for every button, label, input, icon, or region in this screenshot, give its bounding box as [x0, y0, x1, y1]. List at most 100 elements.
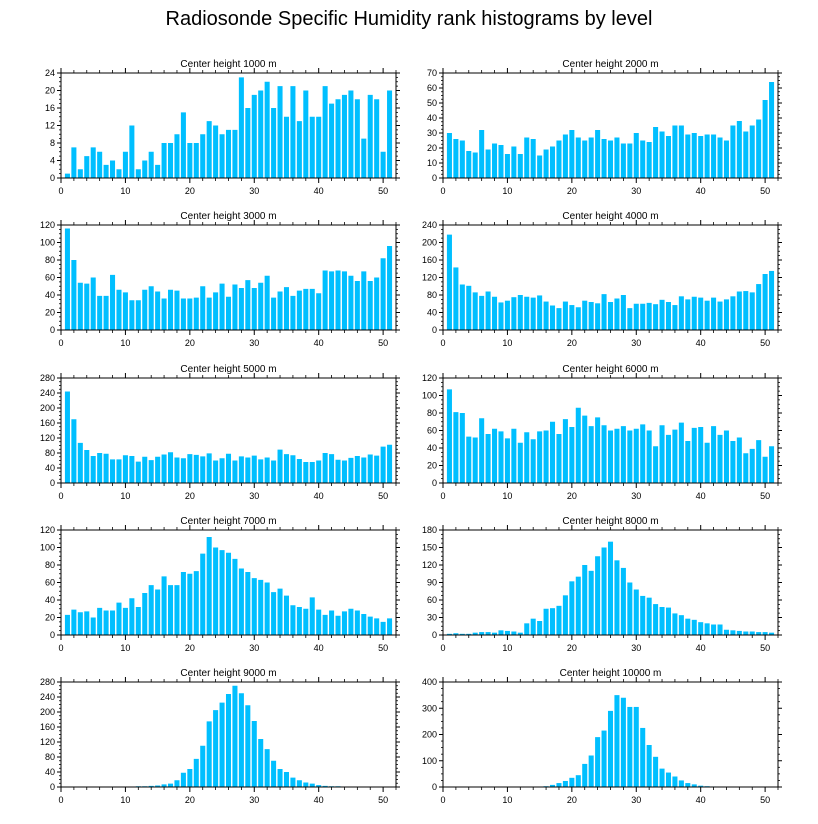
panel-title: Center height 9000 m [180, 668, 276, 679]
bar [511, 297, 517, 330]
y-tick-label: 400 [422, 677, 437, 687]
y-tick-label: 40 [427, 443, 437, 453]
bar [472, 292, 478, 330]
bar [129, 300, 135, 330]
x-tick-label: 10 [120, 643, 130, 653]
bar [264, 81, 270, 178]
bar [309, 288, 315, 330]
bar [588, 426, 594, 483]
bar [627, 706, 633, 787]
bar [543, 301, 549, 330]
histogram-panel-2: Center height 2000 m 0 10 20 30 40 50 60 70 0 10 20… [427, 59, 782, 196]
bar [367, 616, 373, 635]
bar [174, 290, 180, 330]
y-tick-label: 20 [427, 143, 437, 153]
bar [575, 407, 581, 483]
y-tick-label: 20 [45, 86, 55, 96]
bar [122, 292, 128, 330]
bar [258, 579, 264, 635]
bar [575, 775, 581, 787]
bar [698, 136, 704, 178]
bar [659, 425, 665, 483]
bar [219, 458, 225, 483]
panel-title: Center height 8000 m [562, 516, 658, 527]
x-tick-label: 30 [631, 186, 641, 196]
bar [556, 140, 562, 178]
bar [271, 460, 277, 483]
bar [665, 136, 672, 178]
bar [290, 605, 296, 635]
bar [479, 130, 485, 178]
bar [303, 608, 309, 635]
bar [543, 149, 549, 178]
bar [717, 434, 723, 483]
bar [446, 389, 452, 483]
bar [103, 610, 109, 635]
bar [704, 300, 710, 330]
bar [698, 297, 704, 330]
bar [155, 456, 161, 483]
x-tick-label: 10 [502, 643, 512, 653]
bar [303, 288, 309, 330]
bar [646, 302, 652, 330]
y-tick-label: 0 [432, 173, 437, 183]
bar [672, 613, 678, 635]
y-tick-label: 20 [45, 308, 55, 318]
bar [361, 271, 367, 330]
bar [296, 121, 302, 178]
bar [640, 424, 646, 483]
x-tick-label: 30 [249, 643, 259, 653]
bar [283, 772, 290, 787]
bar [569, 777, 575, 787]
bar [511, 631, 517, 635]
bar [685, 134, 691, 178]
bar [582, 140, 588, 178]
y-tick-label: 120 [40, 737, 55, 747]
bar [659, 607, 665, 635]
y-tick-label: 60 [45, 578, 55, 588]
bar [653, 756, 659, 787]
bar [193, 454, 199, 483]
bar [387, 618, 393, 635]
bar [607, 541, 614, 635]
bar [103, 453, 109, 483]
bar [627, 430, 633, 483]
bar [187, 143, 193, 178]
bar [459, 140, 465, 178]
y-tick-label: 180 [422, 525, 437, 535]
bar [361, 138, 367, 178]
bar [569, 305, 575, 330]
bar [129, 125, 135, 178]
bar [556, 434, 562, 483]
x-tick-label: 50 [760, 338, 770, 348]
bar [549, 784, 556, 787]
bar [277, 86, 283, 178]
bar [341, 611, 347, 635]
bar [595, 737, 601, 787]
bar [453, 139, 459, 178]
bar [187, 298, 193, 330]
bar [97, 453, 103, 483]
bar [155, 589, 161, 635]
bar [64, 614, 70, 635]
bar [387, 90, 393, 178]
bar [756, 284, 762, 330]
bar [180, 298, 186, 330]
y-tick-label: 80 [427, 290, 437, 300]
bar [238, 693, 244, 787]
bar [711, 297, 717, 330]
bar [582, 763, 588, 787]
y-tick-label: 100 [40, 543, 55, 553]
bar [335, 99, 341, 178]
bar [155, 164, 161, 178]
bar [335, 270, 341, 330]
histogram-panel-5: Center height 5000 m04080120160200240280… [40, 364, 400, 501]
y-tick-label: 150 [422, 543, 437, 553]
bar [678, 422, 684, 483]
bar [459, 413, 465, 483]
bar [77, 612, 83, 635]
y-tick-label: 0 [50, 782, 55, 792]
bar [103, 164, 109, 178]
y-tick-label: 0 [50, 630, 55, 640]
bar [180, 572, 186, 635]
